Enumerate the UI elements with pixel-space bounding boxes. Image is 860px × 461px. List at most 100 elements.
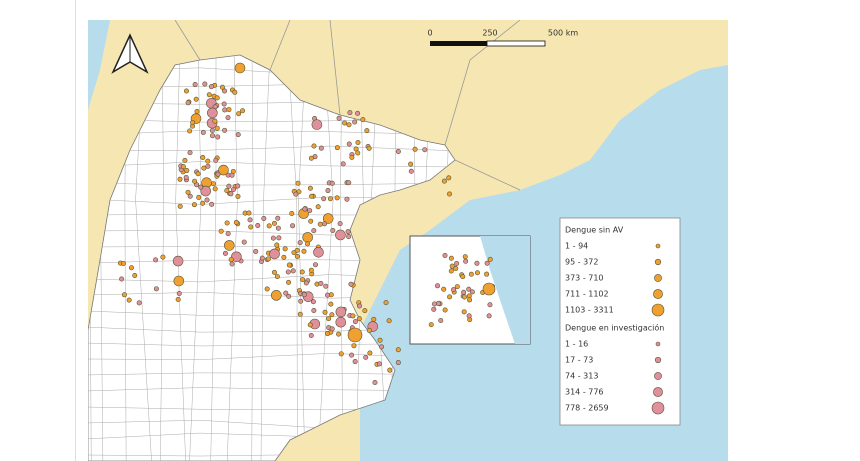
case-dot (187, 193, 193, 199)
case-dot (224, 240, 235, 251)
case-dot (301, 248, 307, 254)
case-dot (177, 203, 183, 209)
case-dot (325, 188, 331, 194)
case-dot (218, 228, 224, 234)
case-dot (191, 202, 197, 208)
legend-symbol (655, 243, 661, 249)
case-dot (326, 316, 332, 322)
case-dot (193, 96, 199, 102)
case-dot (334, 195, 340, 201)
case-dot (276, 235, 282, 241)
legend-symbol (653, 387, 663, 397)
inset (409, 235, 531, 345)
case-dot (176, 291, 182, 297)
case-dot (311, 228, 317, 234)
case-dot (338, 351, 344, 357)
case-dot (180, 164, 186, 170)
legend-item: 17 - 73 (565, 356, 593, 365)
case-dot (215, 134, 221, 140)
inset-dot (448, 268, 454, 274)
case-dot (201, 165, 207, 171)
case-dot (235, 193, 241, 199)
case-dot (349, 352, 355, 358)
inset-dot (453, 266, 459, 272)
case-dot (355, 150, 361, 156)
case-dot (187, 150, 193, 156)
case-dot (229, 172, 235, 178)
case-dot (299, 269, 305, 275)
department-line (189, 55, 202, 461)
case-dot (274, 274, 280, 280)
inset-dot (438, 317, 444, 323)
case-dot (247, 217, 253, 223)
inset-dot (486, 313, 492, 319)
case-dot (348, 281, 354, 287)
department-line (159, 55, 165, 461)
inset-dot (432, 301, 438, 307)
case-dot (283, 290, 289, 296)
case-dot (340, 161, 346, 167)
case-dot (323, 283, 329, 289)
case-dot (233, 219, 239, 225)
inset-dot (449, 263, 455, 269)
inset-dot (442, 307, 448, 313)
case-dot (215, 171, 221, 177)
case-dot (356, 316, 362, 322)
case-dot (336, 115, 342, 121)
case-dot (175, 297, 181, 303)
case-dot (447, 191, 453, 197)
legend-symbol (651, 401, 665, 415)
case-dot (221, 101, 227, 107)
case-dot (214, 95, 220, 101)
case-dot (119, 276, 125, 282)
case-dot (376, 361, 382, 367)
case-dot (173, 275, 185, 287)
case-dot (310, 299, 316, 305)
inset-dot (462, 254, 468, 260)
case-dot (308, 218, 314, 224)
case-dot (293, 191, 299, 197)
inset-dot (467, 297, 473, 303)
case-dot (202, 81, 208, 87)
case-dot (295, 180, 301, 186)
case-dot (344, 196, 350, 202)
case-dot (226, 183, 232, 189)
case-dot (355, 110, 361, 116)
case-dot (275, 215, 281, 221)
case-dot (311, 308, 317, 314)
legend-symbol (654, 356, 662, 364)
case-dot (302, 232, 313, 243)
case-dot (377, 337, 383, 343)
case-dot (312, 262, 318, 268)
case-dot (264, 286, 270, 292)
case-dot (352, 119, 358, 125)
case-dot (355, 140, 361, 146)
scale-bar: 0 250 500 km (427, 29, 578, 47)
case-dot (269, 248, 280, 260)
case-dot (308, 155, 314, 161)
case-dot (371, 316, 377, 322)
case-dot (346, 141, 352, 147)
case-dot (294, 253, 300, 259)
inset-dot (474, 270, 480, 276)
case-dot (229, 261, 235, 267)
case-dot (266, 223, 272, 229)
inset-dot (484, 271, 490, 277)
case-dot (224, 188, 230, 194)
case-dot (307, 208, 313, 214)
case-dot (183, 174, 189, 180)
case-dot (255, 223, 261, 229)
case-dot (185, 189, 191, 195)
case-dot (334, 145, 340, 151)
case-dot (349, 154, 355, 160)
case-dot (259, 255, 265, 261)
legend-symbol (655, 341, 661, 347)
case-dot (208, 84, 214, 90)
inset-dot (469, 289, 475, 295)
case-dot (311, 119, 323, 130)
case-dot (128, 265, 134, 271)
case-dot (337, 221, 343, 227)
legend-item: 373 - 710 (565, 274, 604, 283)
case-dot (345, 229, 351, 235)
